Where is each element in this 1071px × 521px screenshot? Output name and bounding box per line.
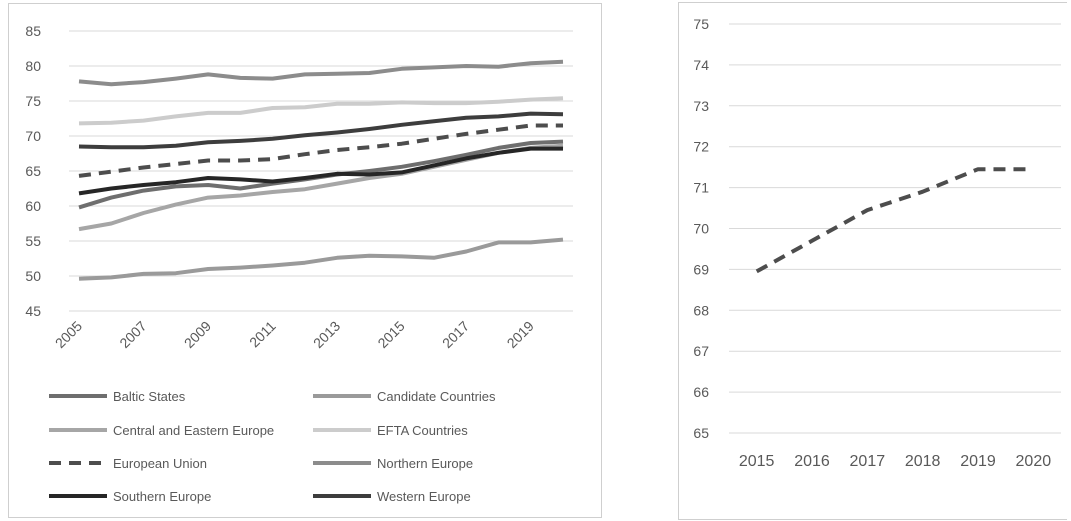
y-tick-label-68: 68: [693, 302, 709, 318]
line-chart-european-union: 65 66 67 68 69 70 71 72 73 74 75 2015 2016 2017 2018 20…: [693, 16, 1061, 470]
y-tick-label-67: 67: [693, 343, 709, 359]
series-line-0: [755, 167, 1034, 274]
y-tick-label-74: 74: [693, 57, 709, 73]
y-tick-label-75: 75: [693, 16, 709, 32]
y-tick-label-80: 80: [25, 58, 41, 74]
gridlines: [69, 30, 573, 312]
series-line-southern-europe: [78, 146, 563, 196]
x-tick-label-2017: 2017: [850, 453, 886, 470]
series-lines: [755, 167, 1034, 274]
series-line-efta-countries: [78, 96, 564, 126]
x-tick-label-2017: 2017: [439, 318, 472, 351]
series-line-european-union: [78, 123, 563, 178]
legend: Baltic States Candidate Countries Central …: [49, 389, 496, 504]
series-line-northern-europe: [78, 59, 564, 87]
chart-left-panel: 45 50 55 60 65 70 75 80 85 2005 2007 2009 2011 2013 20…: [8, 3, 602, 518]
series-line-candidate-countries: [78, 237, 564, 281]
y-tick-label-66: 66: [693, 384, 709, 400]
x-tick-label-2016: 2016: [794, 453, 830, 470]
x-tick-label-2019: 2019: [504, 318, 537, 351]
legend-label-northern-europe: Northern Europe: [377, 456, 473, 471]
y-tick-label-71: 71: [693, 180, 709, 196]
series-line-western-europe: [78, 111, 564, 150]
x-tick-label-2007: 2007: [116, 318, 149, 351]
y-tick-label-65: 65: [693, 425, 709, 441]
y-tick-label-69: 69: [693, 261, 709, 277]
y-tick-label-70: 70: [693, 221, 709, 237]
x-tick-label-2020: 2020: [1016, 453, 1052, 470]
legend-label-efta-countries: EFTA Countries: [377, 423, 468, 438]
legend-label-southern-europe: Southern Europe: [113, 489, 211, 504]
y-tick-label-50: 50: [25, 268, 41, 284]
y-tick-label-70: 70: [25, 128, 41, 144]
y-tick-label-65: 65: [25, 163, 41, 179]
y-tick-label-45: 45: [25, 303, 41, 319]
x-tick-label-2013: 2013: [310, 318, 343, 351]
x-tick-label-2011: 2011: [246, 318, 279, 351]
legend-label-european-union: European Union: [113, 456, 207, 471]
x-tick-label-2018: 2018: [905, 453, 941, 470]
legend-label-central-and-eastern-europe: Central and Eastern Europe: [113, 423, 274, 438]
x-tick-label-2015: 2015: [739, 453, 775, 470]
y-tick-label-75: 75: [25, 93, 41, 109]
legend-label-candidate-countries: Candidate Countries: [377, 389, 496, 404]
y-tick-label-73: 73: [693, 98, 709, 114]
series-line-central-and-eastern-europe: [78, 143, 564, 232]
y-tick-label-72: 72: [693, 139, 709, 155]
chart-right-panel: 65 66 67 68 69 70 71 72 73 74 75 2015 2016 2017 2018 20…: [678, 2, 1067, 520]
line-chart-regions: 45 50 55 60 65 70 75 80 85 2005 2007 2009 2011 2013 20…: [25, 23, 573, 504]
x-tick-label-2005: 2005: [52, 318, 85, 351]
x-tick-label-2019: 2019: [960, 453, 996, 470]
legend-label-baltic-states: Baltic States: [113, 389, 186, 404]
series-lines: [78, 59, 564, 281]
y-tick-label-60: 60: [25, 198, 41, 214]
y-tick-label-85: 85: [25, 23, 41, 39]
x-tick-label-2009: 2009: [181, 318, 214, 351]
gridlines: [729, 23, 1061, 434]
y-tick-label-55: 55: [25, 233, 41, 249]
x-tick-label-2015: 2015: [374, 318, 407, 351]
legend-label-western-europe: Western Europe: [377, 489, 471, 504]
